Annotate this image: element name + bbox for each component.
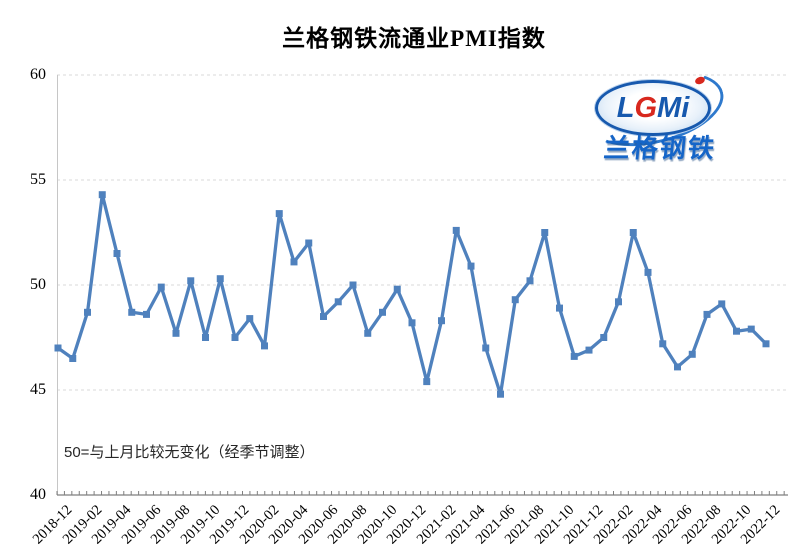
data-point-marker bbox=[438, 317, 445, 325]
logo-letter-g: G bbox=[634, 91, 658, 124]
data-point-marker bbox=[659, 340, 667, 348]
data-point-marker bbox=[423, 378, 431, 386]
data-point-marker bbox=[202, 334, 209, 341]
data-point-marker bbox=[157, 283, 165, 291]
data-point-marker bbox=[349, 281, 357, 289]
data-point-marker bbox=[231, 334, 239, 341]
data-point-marker bbox=[393, 285, 401, 293]
data-point-marker bbox=[497, 390, 504, 398]
data-point-marker bbox=[275, 210, 283, 218]
data-point-marker bbox=[482, 344, 490, 352]
data-point-marker bbox=[364, 329, 372, 337]
data-point-marker bbox=[541, 229, 549, 236]
data-point-marker bbox=[629, 229, 637, 236]
data-point-marker bbox=[261, 342, 268, 350]
logo-subtext: 兰格钢铁 bbox=[602, 133, 718, 163]
data-point-marker bbox=[290, 258, 298, 266]
data-point-marker bbox=[703, 310, 711, 318]
data-point-marker bbox=[143, 310, 150, 318]
data-point-marker bbox=[84, 308, 91, 316]
logo-letter-m: M bbox=[657, 91, 682, 124]
data-point-marker bbox=[113, 250, 121, 257]
data-point-marker bbox=[246, 315, 254, 323]
data-point-marker bbox=[172, 329, 180, 337]
baseline-annotation: 50=与上月比较无变化（经季节调整） bbox=[64, 444, 315, 461]
data-point-marker bbox=[305, 239, 313, 247]
data-point-marker bbox=[98, 191, 106, 199]
pmi-series-line bbox=[56, 193, 768, 396]
data-point-marker bbox=[379, 308, 386, 316]
data-point-marker bbox=[718, 300, 726, 308]
y-axis-tick-label: 60 bbox=[30, 66, 46, 83]
logo-letter-l: L bbox=[616, 91, 635, 124]
data-point-marker bbox=[69, 355, 77, 362]
data-point-marker bbox=[526, 277, 534, 285]
data-point-marker bbox=[762, 340, 770, 348]
data-point-marker bbox=[600, 334, 608, 341]
data-point-marker bbox=[467, 262, 475, 270]
y-axis-tick-label: 50 bbox=[30, 276, 46, 293]
data-point-marker bbox=[585, 346, 593, 354]
logo-letter-i: i bbox=[681, 91, 690, 124]
data-point-marker bbox=[615, 298, 622, 306]
data-point-marker bbox=[452, 226, 460, 234]
data-point-marker bbox=[674, 363, 681, 371]
data-point-marker bbox=[54, 344, 62, 352]
data-point-marker bbox=[320, 313, 327, 320]
data-point-marker bbox=[733, 327, 740, 335]
data-point-marker bbox=[688, 350, 696, 358]
data-point-marker bbox=[216, 275, 224, 283]
data-point-marker bbox=[644, 268, 652, 276]
data-point-marker bbox=[511, 296, 519, 304]
y-axis-tick-label: 55 bbox=[30, 171, 46, 188]
data-point-marker bbox=[747, 325, 755, 333]
data-point-marker bbox=[334, 298, 342, 306]
y-axis-tick-label: 45 bbox=[30, 381, 46, 398]
data-point-marker bbox=[570, 352, 578, 360]
data-point-marker bbox=[408, 319, 416, 327]
data-point-marker bbox=[128, 308, 136, 316]
chart-title: 兰格钢铁流通业PMI指数 bbox=[282, 26, 546, 51]
y-axis-tick-label: 40 bbox=[30, 486, 46, 503]
data-point-marker bbox=[187, 277, 195, 285]
data-point-marker bbox=[556, 304, 563, 312]
